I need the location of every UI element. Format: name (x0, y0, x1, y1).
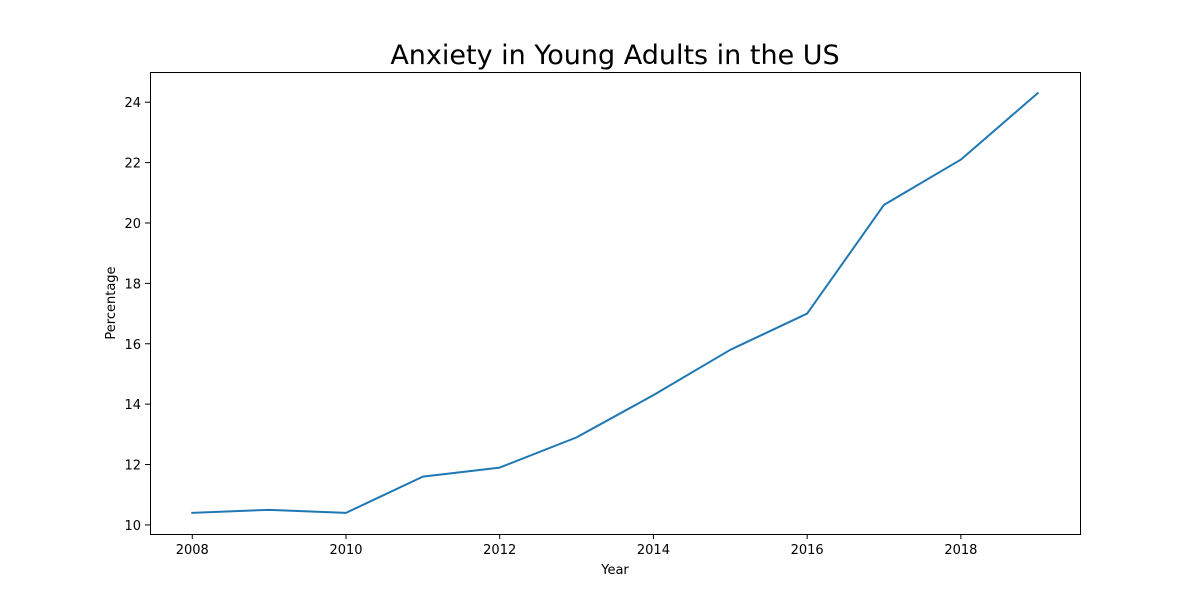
x-tick-label: 2010 (329, 543, 362, 558)
x-axis-ticks: 2008 2010 2012 2014 2016 2018 (176, 534, 977, 558)
y-tick-label: 16 (124, 338, 141, 353)
series-line (191, 91, 1040, 514)
y-axis-label: Percentage (104, 266, 119, 339)
series-layer (191, 91, 1040, 514)
y-tick-label: 12 (124, 459, 141, 474)
x-tick-label: 2018 (944, 543, 977, 558)
y-tick-label: 10 (124, 519, 141, 534)
y-tick-label: 14 (124, 398, 141, 413)
x-tick-label: 2008 (176, 543, 209, 558)
x-axis-label: Year (600, 563, 629, 578)
y-axis-ticks: 10 12 14 16 18 20 22 24 (124, 96, 150, 534)
plot-area-frame (150, 72, 1081, 535)
x-tick-label: 2012 (483, 543, 516, 558)
y-tick-label: 20 (124, 217, 141, 232)
y-tick-label: 22 (124, 157, 141, 172)
chart-title: Anxiety in Young Adults in the US (390, 40, 839, 71)
y-tick-label: 24 (124, 96, 141, 111)
y-tick-label: 18 (124, 277, 141, 292)
x-tick-label: 2016 (791, 543, 824, 558)
x-tick-label: 2014 (637, 543, 670, 558)
